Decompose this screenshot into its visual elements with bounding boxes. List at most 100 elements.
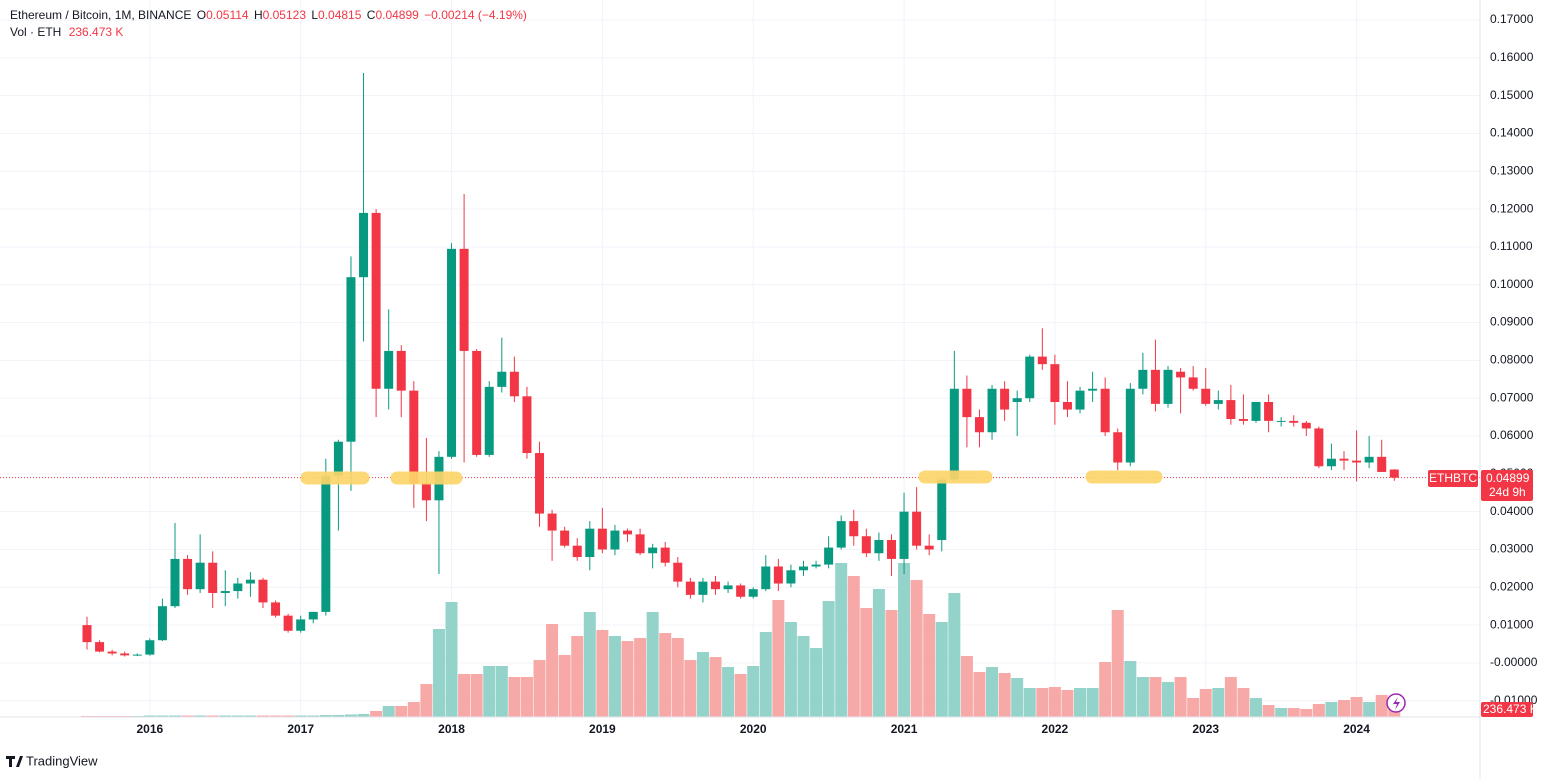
volume-bar: [634, 638, 647, 717]
ticker-badge: [1428, 470, 1478, 487]
candle-body: [861, 536, 871, 554]
volume-bar: [860, 608, 873, 717]
candle-body: [1314, 428, 1324, 467]
y-tick-label: 0.12000: [1490, 201, 1534, 215]
candle-body: [1377, 456, 1387, 472]
volume-bars: [81, 563, 1401, 717]
volume-bar: [709, 657, 722, 717]
volume-bar: [759, 632, 772, 717]
candle-body: [107, 651, 117, 654]
volume-bar: [432, 629, 445, 717]
volume-bar: [772, 600, 785, 717]
candle-body: [95, 642, 105, 652]
candle-body: [497, 371, 507, 387]
ohlc-label: C: [367, 8, 376, 22]
volume-bar: [294, 715, 307, 717]
volume-bar: [420, 684, 433, 717]
volume-bar: [696, 652, 709, 717]
candle-body: [283, 615, 293, 631]
volume-bar: [194, 715, 207, 717]
alert-icon[interactable]: [1386, 693, 1406, 713]
candle-body: [308, 611, 318, 620]
volume-bar: [1300, 709, 1313, 717]
volume-bar: [332, 715, 345, 717]
volume-bar: [206, 715, 219, 717]
axes: 0.17000 0.16000 0.15000 0.14000 0.13000 0.120…: [136, 12, 1537, 736]
candle-body: [685, 581, 695, 595]
volume-bar: [583, 612, 596, 717]
candle-body: [145, 640, 155, 655]
volume-value: 236.473 K: [69, 25, 124, 39]
volume-bar: [1212, 688, 1225, 717]
candle-body: [371, 212, 381, 389]
candle-body: [1238, 419, 1248, 421]
y-tick-label: 0.10000: [1490, 277, 1534, 291]
y-tick-label: 0.07000: [1490, 390, 1534, 404]
candle-body: [1100, 388, 1110, 433]
candle-body: [472, 350, 482, 455]
volume-legend: Vol · ETH 236.473 K: [10, 25, 123, 39]
candle-body: [258, 579, 268, 603]
x-tick-label: 2019: [589, 722, 616, 736]
candle-body: [547, 513, 557, 531]
candle-body: [1163, 369, 1173, 404]
volume-bar: [885, 610, 898, 717]
candle-body: [1301, 422, 1311, 429]
x-tick-label: 2024: [1343, 722, 1370, 736]
volume-bar: [810, 648, 823, 717]
ohlc-value: 0.05114: [206, 8, 249, 22]
legend-row: Ethereum / Bitcoin, 1M, BINANCE O0.05114…: [10, 8, 527, 22]
candle-body: [1025, 356, 1035, 399]
volume-bar: [1187, 698, 1200, 717]
volume-bar: [357, 714, 370, 717]
brand-logo[interactable]: TradingView: [6, 753, 98, 768]
candle-body: [560, 530, 570, 546]
candle-body: [761, 566, 771, 590]
candle-body: [1188, 377, 1198, 389]
candle-body: [1326, 458, 1336, 467]
candle-body: [1352, 460, 1362, 463]
candle-body: [208, 562, 218, 593]
volume-bar: [181, 715, 194, 717]
volume-bar: [546, 624, 559, 717]
x-tick-label: 2018: [438, 722, 465, 736]
volume-bar: [1287, 708, 1300, 717]
volume-bar: [1011, 678, 1024, 717]
volume-bar: [1086, 688, 1099, 717]
logo-mark[interactable]: [6, 756, 23, 767]
volume-badge-text: 236.473 K: [1483, 702, 1538, 716]
candle-body: [798, 566, 808, 571]
candle-body: [937, 479, 947, 541]
volume-bar: [407, 702, 420, 717]
candle-body: [824, 547, 834, 565]
brand-name[interactable]: TradingView: [26, 753, 98, 768]
volume-bar: [1250, 698, 1263, 717]
volume-bar: [156, 715, 169, 717]
volume-bar: [520, 677, 533, 717]
candle-body: [924, 545, 934, 550]
ohlc-value: 0.05123: [263, 8, 307, 22]
candle-body: [384, 350, 394, 389]
volume-bar: [1099, 662, 1112, 717]
candle-body: [421, 483, 431, 501]
candle-body: [1339, 458, 1349, 461]
volume-bar: [319, 715, 332, 717]
volume-bar: [1061, 690, 1074, 717]
ohlc-value: 0.04815: [318, 8, 362, 22]
volume-bar: [898, 563, 911, 717]
candles: [0, 72, 1480, 657]
candle-body: [1050, 364, 1060, 402]
volume-bar: [1275, 708, 1288, 717]
candle-body: [195, 562, 205, 590]
volume-bar: [671, 638, 684, 717]
candle-body: [1364, 456, 1374, 463]
candle-body: [484, 386, 494, 455]
candle-body: [1176, 371, 1186, 378]
volume-bar: [269, 715, 282, 717]
alert-bolt[interactable]: [1393, 697, 1400, 710]
candle-body: [509, 371, 519, 397]
candle-body: [786, 570, 796, 584]
candle-body: [321, 475, 331, 612]
y-tick-label: 0.04000: [1490, 504, 1534, 518]
